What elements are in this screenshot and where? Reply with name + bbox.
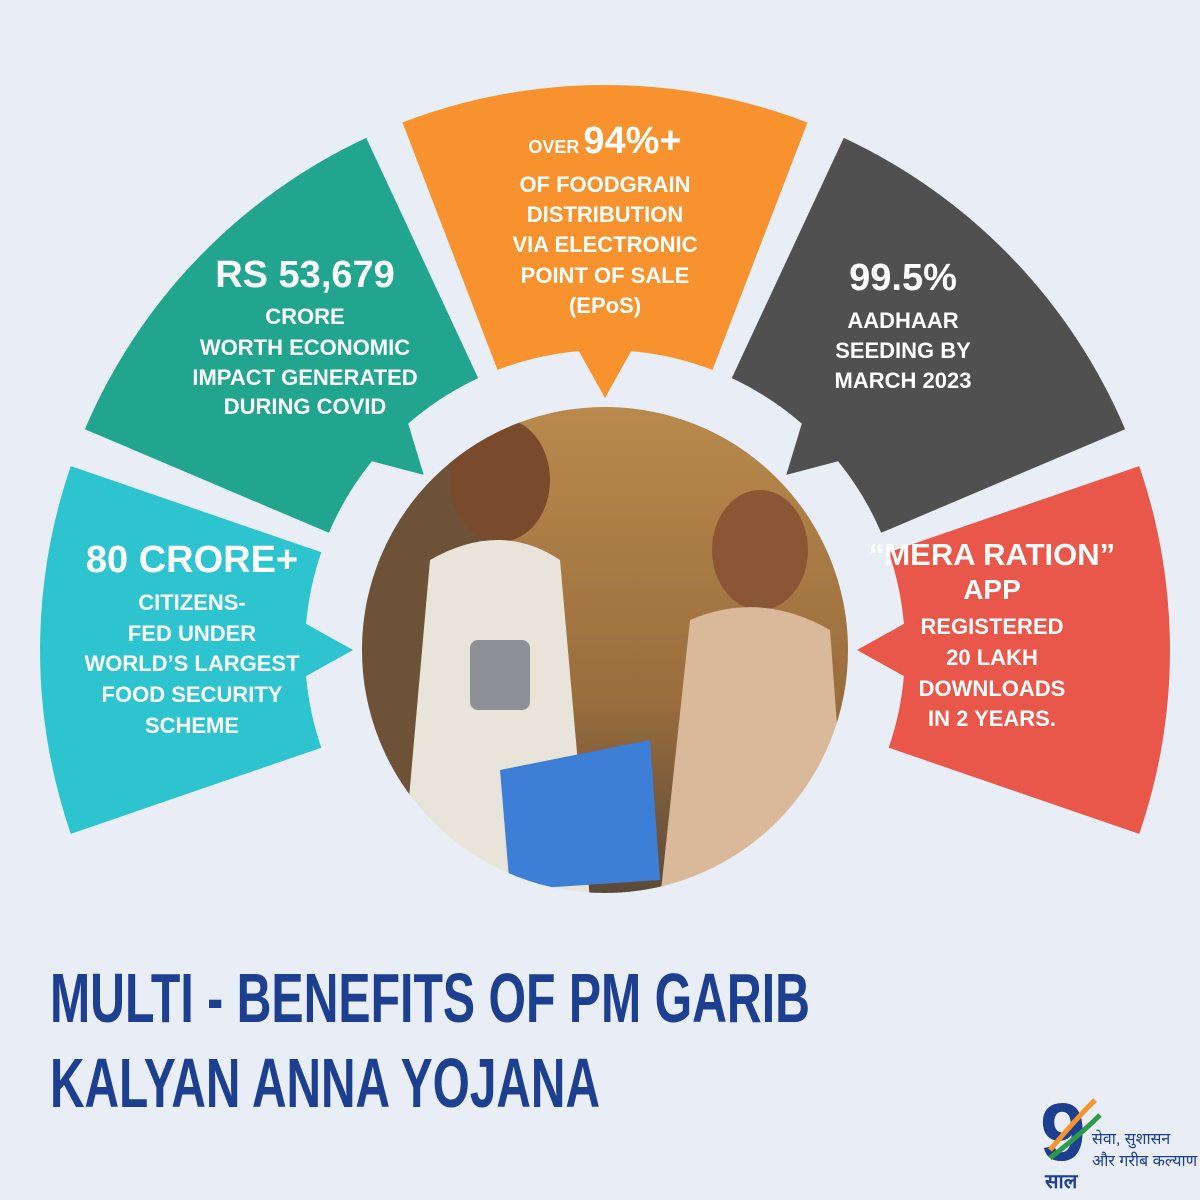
title: KALYAN ANNA YOJANA	[50, 1044, 600, 1122]
segment-line: DISTRIBUTION	[527, 202, 683, 227]
segment-headline-value: 94%+	[583, 120, 681, 162]
segment-line: APP	[963, 574, 1021, 605]
logo-tagline: और गरीब कल्याण	[1092, 1151, 1198, 1170]
segment	[84, 137, 479, 533]
segment-line: DURING COVID	[224, 394, 387, 419]
segment-line: FED UNDER	[128, 621, 256, 646]
segment	[40, 466, 354, 834]
segment-line: WORLD’S LARGEST	[84, 651, 300, 676]
segment-line: REGISTERED	[920, 614, 1063, 639]
segment-line: FOOD SECURITY	[102, 682, 283, 707]
photo	[360, 405, 850, 895]
segment-line: SCHEME	[145, 713, 239, 738]
segment-line: VIA ELECTRONIC	[513, 232, 698, 257]
segment-headline: “MERA RATION”	[869, 537, 1115, 572]
segment-prefix: OVER	[528, 137, 579, 157]
segments: 80 CRORE+ CITIZENS- FED UNDER WORLD’S LARGE…	[40, 84, 1170, 834]
segment-line: OF FOODGRAIN	[519, 172, 690, 197]
segment	[731, 137, 1126, 533]
segment-line: IN 2 YEARS.	[928, 706, 1056, 731]
segment	[857, 466, 1170, 834]
logo-word: साल	[1044, 1171, 1079, 1193]
segment-line: AADHAAR	[847, 308, 958, 333]
logo: 9 साल सेवा, सुशासन और गरीब कल्याण	[1040, 1087, 1198, 1193]
segment-line: CITIZENS-	[138, 590, 246, 615]
title: MULTI - BENEFITS OF PM GARIB	[50, 959, 810, 1037]
segment-line: WORTH ECONOMIC	[200, 335, 410, 360]
segment-line: 20 LAKH	[946, 645, 1038, 670]
segment-line: IMPACT GENERATED	[192, 365, 417, 390]
segment-line: MARCH 2023	[835, 368, 972, 393]
segment-line: POINT OF SALE	[521, 263, 690, 288]
logo-tagline: सेवा, सुशासन	[1092, 1129, 1171, 1149]
photo-frame	[358, 403, 852, 897]
segment-line: (EPoS)	[569, 293, 641, 318]
segment-headline: 80 CRORE+	[86, 539, 298, 581]
segment-headline: 99.5%	[849, 257, 957, 299]
segment-headline: RS 53,679	[215, 254, 395, 296]
segment-line: SEEDING BY	[835, 338, 971, 363]
segment-line: DOWNLOADS	[919, 676, 1066, 701]
segment-line: CRORE	[265, 304, 344, 329]
segment-headline: OVER 94%+	[528, 120, 681, 162]
segment	[402, 84, 808, 399]
